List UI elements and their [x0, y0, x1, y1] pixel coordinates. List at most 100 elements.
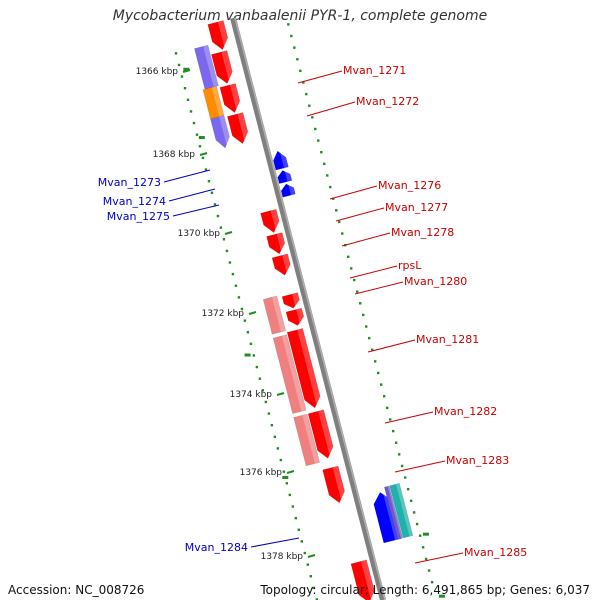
gc-skew-dot — [195, 133, 199, 136]
gc-skew-dot — [335, 209, 338, 212]
orange-feature-0-gloss — [211, 86, 225, 117]
reverse-label-leader — [168, 188, 216, 202]
gc-skew-dot — [225, 249, 229, 253]
gc-skew-dot — [299, 69, 302, 73]
forward-cds-4 — [260, 208, 282, 234]
gc-skew-dot — [296, 58, 299, 61]
gc-skew-dot — [216, 214, 220, 218]
gc-skew-dot — [350, 267, 353, 270]
scale-tick-mark — [307, 554, 316, 558]
reverse-cds-0 — [273, 149, 289, 171]
forward-label-leader — [414, 552, 464, 564]
forward-label-leader — [367, 339, 416, 353]
forward-cds-7-gloss — [292, 292, 302, 308]
forward-cds-12 — [350, 559, 377, 600]
gc-skew-dot — [270, 423, 274, 427]
reverse-gene-label: Mvan_1284 — [185, 541, 248, 554]
forward-cds-9 — [286, 328, 323, 409]
reverse-label-leader — [250, 537, 300, 548]
gc-skew-dot — [315, 598, 318, 600]
gc-skew-dot — [222, 238, 226, 241]
gc-skew-dot — [201, 156, 205, 160]
gc-skew-dot — [409, 499, 413, 503]
scale-tick-label: 1368 kbp — [153, 150, 196, 160]
reverse-label-leader — [163, 169, 211, 183]
forward-cds-1-gloss — [221, 50, 235, 83]
orange-feature-0-shape — [202, 85, 225, 120]
gc-skew-dot — [249, 342, 253, 346]
gc-skew-dot — [210, 191, 214, 194]
gc-skew-dot — [353, 278, 356, 282]
gc-skew-dot — [294, 516, 298, 520]
gc-skew-dot — [234, 284, 238, 287]
gc-skew-dot — [192, 121, 196, 125]
forward-label-leader — [384, 411, 434, 424]
gc-skew-dot — [365, 325, 368, 328]
gc-skew-peak — [183, 67, 190, 71]
forward-cds-10 — [307, 409, 336, 459]
reverse-cds-1-shape — [277, 170, 293, 185]
gc-skew-dot — [261, 389, 265, 392]
gc-skew-dot — [359, 302, 362, 305]
gc-skew-dot — [400, 464, 404, 468]
gc-skew-dot — [332, 197, 335, 200]
gc-skew-dot — [317, 139, 320, 142]
gc-skew-dot — [302, 81, 305, 84]
map-title: Mycobacterium vanbaalenii PYR-1, complet… — [112, 8, 488, 24]
scale-tick-label: 1376 kbp — [240, 468, 283, 478]
forward-cds-7-shape — [281, 292, 300, 309]
forward-cds-3-gloss — [237, 112, 251, 143]
forward-track2-2-gloss — [302, 414, 320, 464]
forward-cds-2-gloss — [229, 83, 243, 112]
gc-skew-dot — [204, 168, 208, 171]
reverse-cds-1 — [277, 168, 293, 185]
gc-skew-dot — [243, 319, 247, 322]
forward-gene-label: Mvan_1285 — [464, 546, 527, 559]
gc-skew-dot — [347, 255, 350, 258]
gc-skew-dot — [412, 511, 416, 514]
gc-skew-dot — [311, 116, 314, 119]
gc-skew-dot — [285, 482, 289, 485]
forward-gene-label: Mvan_1277 — [385, 201, 448, 214]
gc-skew-dot — [424, 557, 428, 561]
gc-skew-dot — [282, 470, 286, 473]
forward-cds-9-shape — [286, 328, 321, 409]
gc-skew-dot — [368, 336, 371, 340]
gc-skew-dot — [306, 563, 309, 566]
forward-track2-2 — [293, 413, 321, 467]
gc-skew-peak — [198, 136, 205, 140]
gc-skew-dot — [252, 354, 256, 357]
gc-skew-dot — [258, 377, 262, 380]
forward-label-leader — [329, 185, 378, 200]
gc-skew-dot — [237, 296, 241, 299]
forward-cds-1 — [211, 50, 235, 84]
gc-skew-dot — [373, 360, 377, 363]
forward-cds-6-gloss — [282, 253, 293, 275]
forward-cds-3-shape — [227, 112, 249, 145]
gc-skew-dot — [186, 98, 190, 102]
orange-feature-0 — [202, 85, 225, 120]
gc-skew-dot — [177, 63, 181, 67]
gc-skew-dot — [326, 174, 329, 177]
reverse-cds-2-shape — [280, 183, 296, 198]
gc-skew-dot — [303, 551, 306, 555]
forward-label-leader — [297, 70, 343, 84]
gc-skew-dot — [276, 447, 280, 450]
gc-skew-dot — [397, 453, 401, 456]
gc-skew-dot — [415, 522, 419, 526]
gc-skew-dot — [246, 331, 250, 334]
gc-skew-dot — [314, 127, 317, 131]
forward-cds-8-gloss — [296, 308, 306, 325]
forward-cds-8 — [285, 307, 306, 326]
gc-skew-dot — [228, 261, 232, 264]
forward-label-leader — [394, 460, 446, 473]
forward-label-leader — [354, 281, 404, 295]
forward-track2-2-shape — [293, 413, 321, 467]
scale-tick-mark — [276, 392, 285, 396]
purple-stripe-0 — [383, 485, 404, 540]
gc-skew-dot — [329, 185, 332, 189]
forward-gene-label: rpsL — [398, 259, 422, 272]
purple-feature-1-gloss — [219, 115, 232, 148]
